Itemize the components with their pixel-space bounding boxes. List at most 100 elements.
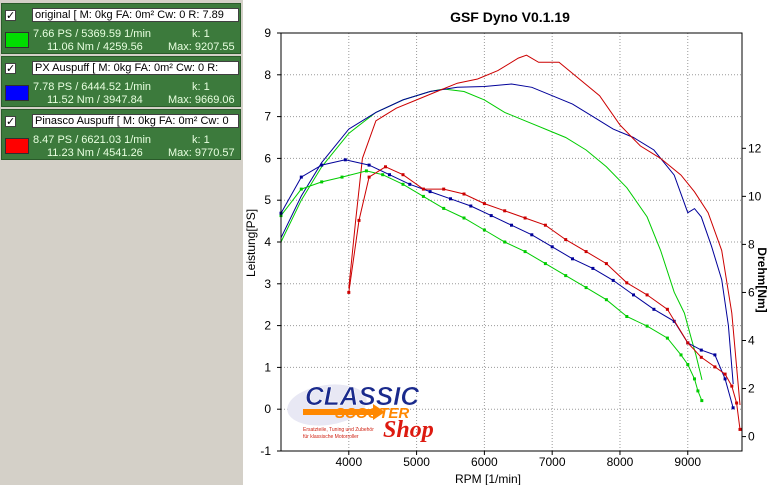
y2-tick-label: 8	[748, 237, 755, 251]
data-point-px-torque	[299, 175, 303, 179]
data-point-original-torque	[700, 399, 704, 403]
y2-tick-label: 12	[748, 141, 762, 155]
data-point-px-torque	[713, 353, 717, 357]
data-point-px-torque	[489, 214, 493, 218]
data-point-original-torque	[696, 389, 700, 393]
data-point-px-torque	[652, 307, 656, 311]
legend-title-px[interactable]: PX Auspuff [ M: 0kg FA: 0m² Cw: 0 R:	[32, 61, 239, 75]
data-point-px-torque	[530, 233, 534, 237]
data-point-pinasco-torque	[347, 290, 351, 294]
y-tick-label: 6	[264, 151, 271, 165]
data-point-pinasco-torque	[738, 427, 742, 431]
legend-power-px: 7.78 PS / 6444.52 1/min	[33, 81, 152, 93]
y-tick-label: -1	[260, 444, 271, 458]
data-point-original-torque	[604, 298, 608, 302]
y2-axis-label: Drehm[Nm]	[755, 247, 769, 312]
data-point-original-torque	[679, 353, 683, 357]
color-swatch-pinasco[interactable]	[5, 138, 29, 154]
data-point-original-torque	[482, 228, 486, 232]
data-point-original-torque	[584, 286, 588, 290]
legend-checkbox-original[interactable]: ✓	[5, 10, 16, 22]
data-point-px-torque	[591, 266, 595, 270]
legend-checkbox-pinasco[interactable]: ✓	[5, 116, 16, 128]
legend-power-pinasco: 8.47 PS / 6621.03 1/min	[33, 134, 152, 146]
data-point-original-torque	[364, 169, 368, 173]
logo-tagline-2: für klassische Motorroller	[303, 434, 359, 440]
data-point-px-torque	[367, 163, 371, 167]
data-point-pinasco-torque	[665, 307, 669, 311]
data-point-px-torque	[343, 158, 347, 162]
data-point-original-torque	[564, 274, 568, 278]
logo-classic: CLASSIC	[305, 381, 420, 411]
data-point-px-torque	[320, 163, 324, 167]
y-tick-label: 2	[264, 319, 271, 333]
series-line-px-power	[280, 83, 734, 385]
y2-tick-label: 0	[748, 430, 755, 444]
data-point-original-torque	[625, 315, 629, 318]
legend-power-original: 7.66 PS / 5369.59 1/min	[33, 28, 152, 40]
data-point-px-torque	[449, 197, 452, 201]
data-point-original-torque	[462, 216, 466, 220]
data-point-original-torque	[523, 250, 527, 254]
axes-layer: 4000 5000 6000 7000 8000 9000-101234567890246…	[260, 26, 761, 469]
legend-torque-pinasco: 11.23 Nm / 4541.26	[47, 147, 143, 159]
data-point-pinasco-torque	[421, 187, 425, 191]
data-point-px-torque	[723, 377, 727, 381]
dyno-chart[interactable]: CLASSIC SCOOTER Shop Ersatzteile, Tuning…	[243, 0, 774, 485]
data-point-original-torque	[401, 182, 405, 186]
color-swatch-px[interactable]	[5, 85, 29, 101]
data-point-pinasco-torque	[503, 209, 507, 213]
data-point-pinasco-torque	[384, 165, 387, 169]
data-point-pinasco-torque	[584, 250, 588, 254]
legend-max-px: Max: 9669.06	[168, 94, 235, 106]
data-point-pinasco-torque	[645, 293, 649, 297]
y-tick-label: 0	[264, 402, 271, 416]
y2-tick-label: 6	[748, 285, 755, 299]
data-point-pinasco-torque	[367, 175, 371, 179]
data-point-px-torque	[699, 348, 703, 352]
data-point-pinasco-torque	[442, 187, 446, 191]
data-point-pinasco-torque	[713, 365, 717, 369]
data-point-original-torque	[665, 336, 669, 340]
data-point-px-torque	[469, 204, 473, 208]
legend-title-original[interactable]: original [ M: 0kg FA: 0m² Cw: 0 R: 7.89	[32, 8, 239, 22]
y-tick-label: 4	[264, 235, 271, 249]
data-point-original-torque	[340, 175, 344, 179]
data-point-pinasco-torque	[730, 384, 734, 388]
y-tick-label: 9	[264, 26, 271, 40]
data-point-px-torque	[632, 293, 635, 297]
logo-arrow-icon	[303, 404, 385, 420]
legend-checkbox-px[interactable]: ✓	[5, 63, 16, 75]
data-point-original-torque	[320, 180, 324, 184]
x-axis-label: RPM [1/min]	[455, 472, 521, 485]
x-tick-label: 9000	[674, 455, 701, 469]
data-point-px-torque	[510, 223, 513, 227]
x-tick-label: 7000	[539, 455, 566, 469]
legend-panel-px: ✓ PX Auspuff [ M: 0kg FA: 0m² Cw: 0 R: 7…	[1, 56, 241, 107]
color-swatch-original[interactable]	[5, 32, 29, 48]
data-point-original-torque	[442, 206, 446, 210]
data-point-px-torque	[408, 182, 412, 186]
y-axis-label: Leistung[PS]	[244, 209, 258, 277]
legend-max-original: Max: 9207.55	[168, 41, 235, 53]
legend-panel-pinasco: ✓ Pinasco Auspuff [ M: 0kg FA: 0m² Cw: 0…	[1, 109, 241, 160]
legend-title-pinasco[interactable]: Pinasco Auspuff [ M: 0kg FA: 0m² Cw: 0	[32, 114, 239, 128]
data-point-original-torque	[543, 262, 547, 266]
x-tick-label: 4000	[335, 455, 362, 469]
y-tick-label: 5	[264, 193, 271, 207]
grid-lines	[281, 32, 742, 452]
data-point-pinasco-torque	[735, 401, 739, 405]
data-point-pinasco-torque	[686, 341, 690, 345]
data-point-original-torque	[503, 240, 507, 244]
data-point-original-torque	[421, 194, 425, 198]
legend-max-pinasco: Max: 9770.57	[168, 147, 235, 159]
x-tick-label: 6000	[471, 455, 498, 469]
data-point-pinasco-torque	[604, 262, 608, 266]
data-point-pinasco-torque	[523, 216, 527, 220]
data-point-px-torque	[731, 406, 735, 410]
y-tick-label: 7	[264, 110, 271, 124]
legend-torque-px: 11.52 Nm / 3947.84	[47, 94, 143, 106]
logo-shop: Shop	[383, 417, 434, 443]
series-line-pinasco-power	[348, 54, 741, 406]
data-point-original-torque	[381, 173, 385, 177]
